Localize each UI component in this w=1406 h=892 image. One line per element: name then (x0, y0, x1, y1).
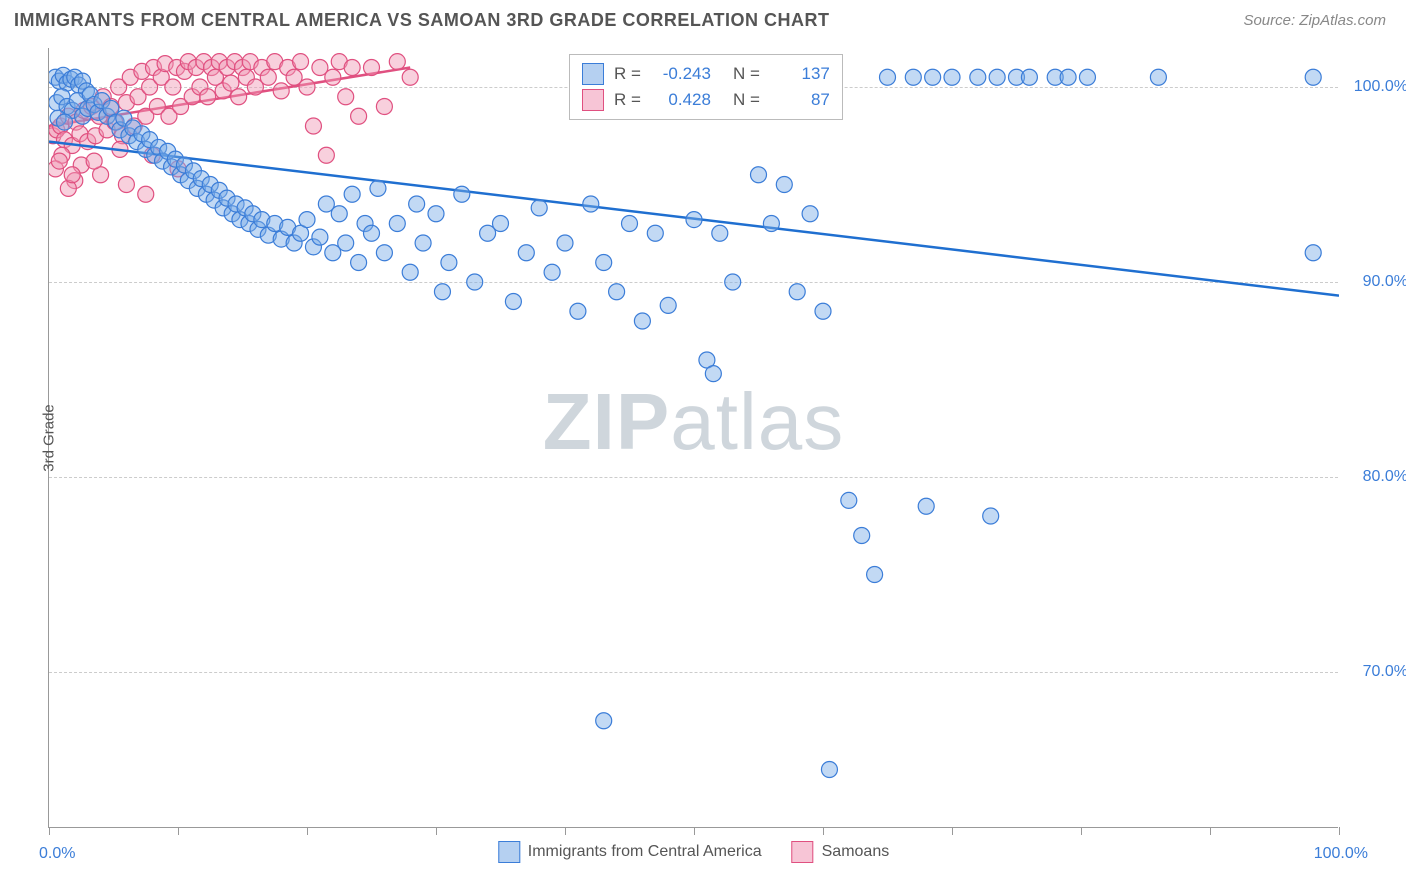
x-tick (565, 827, 566, 835)
legend-label-blue: Immigrants from Central America (528, 843, 762, 861)
x-tick (952, 827, 953, 835)
scatter-svg (49, 48, 1339, 828)
legend-r-label: R = (614, 90, 641, 110)
x-tick (1081, 827, 1082, 835)
x-tick (178, 827, 179, 835)
source-label: Source: ZipAtlas.com (1243, 12, 1386, 29)
x-tick (1210, 827, 1211, 835)
legend-swatch-blue (498, 841, 520, 863)
legend-n-label: N = (733, 64, 760, 84)
x-axis-label-min: 0.0% (39, 845, 75, 863)
plot-area: 3rd Grade ZIPatlas R = -0.243 N = 137 R … (48, 48, 1338, 828)
series-legend: Immigrants from Central America Samoans (498, 841, 889, 863)
legend-swatch-blue (582, 63, 604, 85)
y-tick-label: 90.0% (1363, 273, 1406, 291)
correlation-legend: R = -0.243 N = 137 R = 0.428 N = 87 (569, 54, 843, 120)
legend-r-value: -0.243 (651, 64, 711, 84)
chart-title: IMMIGRANTS FROM CENTRAL AMERICA VS SAMOA… (14, 10, 830, 31)
x-tick (307, 827, 308, 835)
x-tick (823, 827, 824, 835)
x-tick (49, 827, 50, 835)
legend-n-value: 87 (770, 90, 830, 110)
legend-r-value: 0.428 (651, 90, 711, 110)
x-tick (1339, 827, 1340, 835)
y-tick-label: 70.0% (1363, 663, 1406, 681)
legend-swatch-pink (792, 841, 814, 863)
legend-swatch-pink (582, 89, 604, 111)
legend-n-label: N = (733, 90, 760, 110)
x-axis-label-max: 100.0% (1314, 845, 1368, 863)
x-tick (694, 827, 695, 835)
y-tick-label: 80.0% (1363, 468, 1406, 486)
x-tick (436, 827, 437, 835)
legend-label-pink: Samoans (822, 843, 890, 861)
y-tick-label: 100.0% (1354, 78, 1406, 96)
legend-n-value: 137 (770, 64, 830, 84)
legend-r-label: R = (614, 64, 641, 84)
